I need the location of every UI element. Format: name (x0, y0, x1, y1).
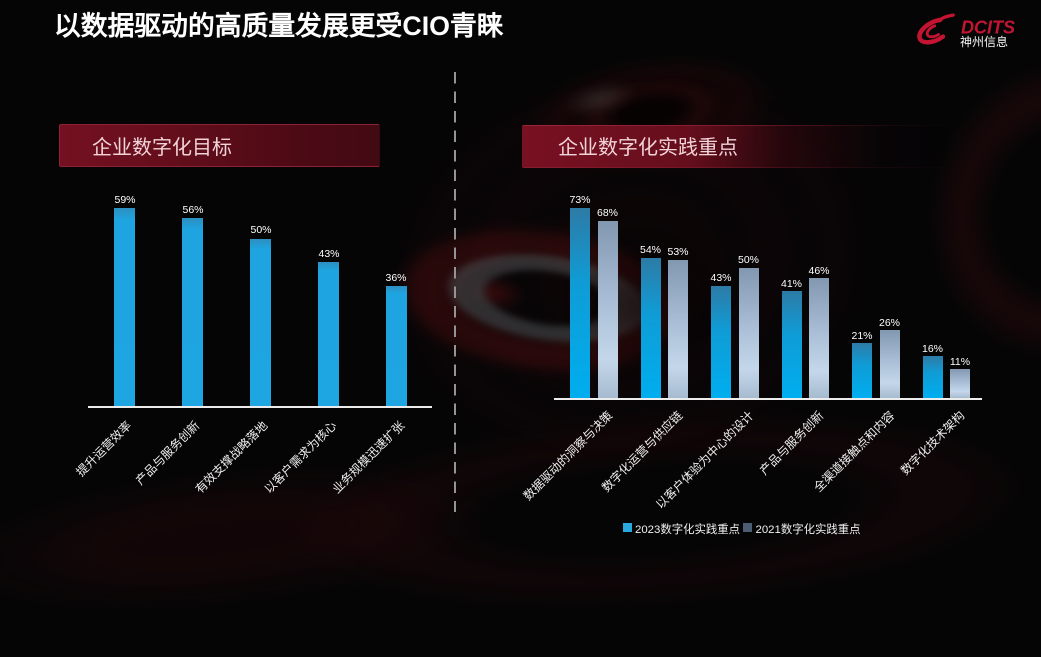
svg-text:神州信息: 神州信息 (960, 34, 1008, 49)
svg-text:DCITS: DCITS (961, 18, 1015, 38)
